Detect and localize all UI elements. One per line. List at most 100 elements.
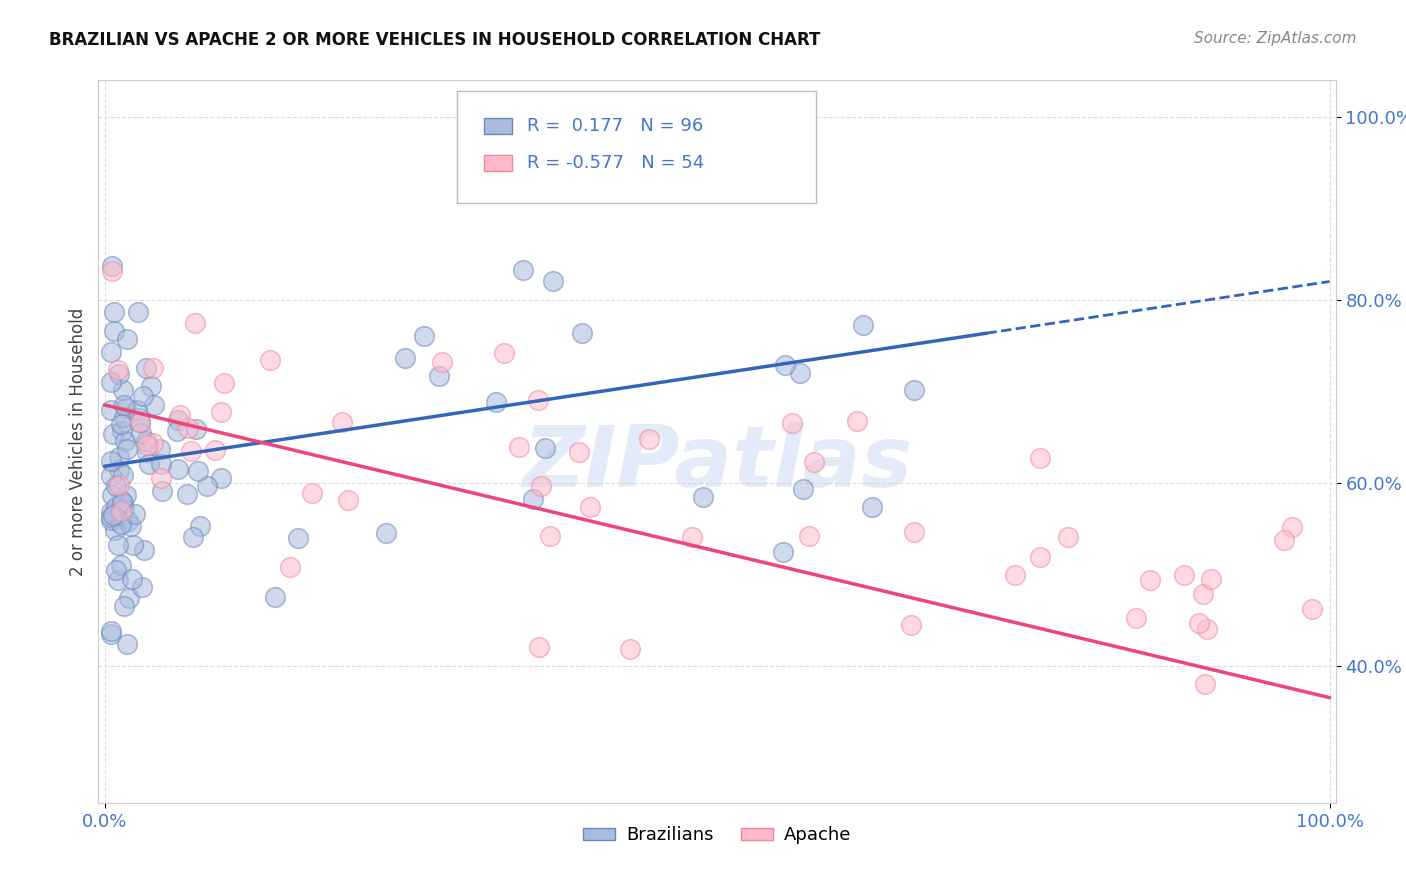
FancyBboxPatch shape	[457, 91, 815, 203]
Point	[1201, 572, 1223, 586]
Point	[263, 590, 285, 604]
Point	[775, 358, 797, 372]
Point	[101, 426, 124, 441]
Point	[512, 263, 534, 277]
Point	[111, 383, 134, 397]
Point	[301, 486, 323, 500]
Point	[128, 410, 150, 425]
Point	[541, 274, 564, 288]
Point	[107, 573, 129, 587]
Point	[135, 361, 157, 376]
Point	[1173, 568, 1195, 582]
Point	[204, 442, 226, 457]
Point	[1004, 567, 1026, 582]
Point	[136, 445, 159, 459]
Point	[1028, 550, 1050, 565]
Point	[110, 558, 132, 573]
Point	[1125, 611, 1147, 625]
Point	[117, 637, 139, 651]
Point	[568, 445, 591, 459]
Point	[166, 425, 188, 439]
Point	[394, 351, 416, 366]
Point	[259, 353, 281, 368]
Point	[571, 326, 593, 340]
Point	[150, 471, 173, 485]
Point	[131, 580, 153, 594]
Point	[330, 415, 353, 429]
Point	[1194, 677, 1216, 691]
Point	[132, 389, 155, 403]
Point	[167, 462, 190, 476]
Point	[100, 510, 122, 524]
FancyBboxPatch shape	[485, 155, 512, 171]
Text: Source: ZipAtlas.com: Source: ZipAtlas.com	[1194, 31, 1357, 46]
Point	[803, 455, 825, 469]
Y-axis label: 2 or more Vehicles in Household: 2 or more Vehicles in Household	[69, 308, 87, 575]
Point	[120, 519, 142, 533]
Point	[128, 415, 150, 429]
Point	[117, 514, 139, 528]
Text: ZIPatlas: ZIPatlas	[522, 422, 912, 505]
Point	[212, 376, 235, 390]
Point	[100, 469, 122, 483]
Point	[529, 479, 551, 493]
Point	[150, 483, 173, 498]
Point	[101, 259, 124, 273]
Point	[692, 490, 714, 504]
Point	[860, 500, 883, 514]
Point	[103, 304, 125, 318]
Point	[114, 434, 136, 448]
Point	[100, 624, 122, 638]
Point	[508, 440, 530, 454]
Point	[492, 346, 515, 360]
Point	[619, 642, 641, 657]
Point	[186, 422, 208, 436]
Point	[1281, 519, 1303, 533]
Point	[114, 401, 136, 415]
Point	[100, 376, 122, 390]
Point	[112, 399, 135, 413]
Text: R =  0.177   N = 96: R = 0.177 N = 96	[526, 117, 703, 135]
Point	[638, 432, 661, 446]
Point	[336, 492, 359, 507]
Legend: Brazilians, Apache: Brazilians, Apache	[575, 819, 859, 852]
Point	[115, 333, 138, 347]
Point	[124, 507, 146, 521]
Text: BRAZILIAN VS APACHE 2 OR MORE VEHICLES IN HOUSEHOLD CORRELATION CHART: BRAZILIAN VS APACHE 2 OR MORE VEHICLES I…	[49, 31, 821, 49]
Point	[1188, 615, 1211, 630]
Point	[100, 403, 122, 417]
Point	[1057, 529, 1080, 543]
Point	[527, 392, 550, 407]
Point	[112, 599, 135, 614]
Point	[1029, 451, 1052, 466]
Point	[110, 516, 132, 531]
Point	[527, 640, 550, 655]
Point	[485, 395, 508, 409]
Point	[110, 494, 132, 508]
Point	[287, 532, 309, 546]
Point	[1139, 573, 1161, 587]
Point	[107, 538, 129, 552]
Point	[108, 463, 131, 477]
Point	[413, 329, 436, 343]
Point	[101, 508, 124, 523]
Point	[167, 413, 190, 427]
Point	[100, 454, 122, 468]
Point	[183, 530, 205, 544]
Point	[107, 450, 129, 464]
Point	[138, 457, 160, 471]
Point	[180, 443, 202, 458]
Point	[195, 479, 218, 493]
Point	[100, 513, 122, 527]
Point	[127, 305, 149, 319]
Point	[1192, 587, 1215, 601]
Point	[142, 360, 165, 375]
Point	[533, 441, 555, 455]
Point	[136, 438, 159, 452]
Point	[184, 316, 207, 330]
Point	[110, 504, 132, 518]
Point	[135, 434, 157, 448]
Point	[111, 424, 134, 438]
Point	[100, 488, 122, 502]
Point	[430, 355, 453, 369]
